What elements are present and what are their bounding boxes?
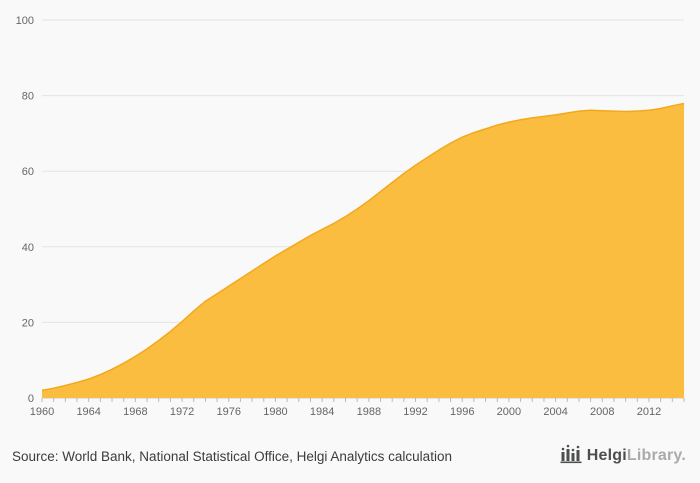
svg-text:2008: 2008	[590, 406, 614, 418]
svg-text:1972: 1972	[170, 406, 194, 418]
svg-text:1996: 1996	[450, 406, 474, 418]
logo-text-dot: .	[681, 447, 686, 464]
svg-text:20: 20	[22, 317, 34, 329]
helgi-library-logo[interactable]: HelgiLibrary.	[560, 444, 686, 469]
svg-text:2004: 2004	[543, 406, 567, 418]
svg-text:1988: 1988	[357, 406, 381, 418]
svg-text:1968: 1968	[123, 406, 147, 418]
source-text: Source: World Bank, National Statistical…	[12, 448, 452, 464]
svg-text:2000: 2000	[497, 406, 521, 418]
svg-text:1980: 1980	[263, 406, 287, 418]
area-chart: 0 20 40 60 80 100 1960 1964 1968 1972 1976 1980 1984…	[16, 15, 685, 418]
svg-text:1964: 1964	[76, 406, 100, 418]
svg-text:40: 40	[22, 242, 34, 254]
svg-text:60: 60	[22, 166, 34, 178]
logo-text-helgi: Helgi	[586, 447, 627, 464]
logo-text: HelgiLibrary.	[587, 447, 686, 465]
svg-text:0: 0	[28, 393, 34, 405]
footer: Source: World Bank, National Statistical…	[0, 432, 700, 478]
svg-text:2012: 2012	[637, 406, 661, 418]
logo-text-library: Library	[626, 447, 682, 464]
logo-bars-icon	[560, 444, 582, 469]
svg-text:1992: 1992	[403, 406, 427, 418]
svg-text:1960: 1960	[30, 406, 54, 418]
svg-text:1984: 1984	[310, 406, 334, 418]
svg-text:80: 80	[22, 91, 34, 103]
svg-text:100: 100	[16, 15, 34, 27]
chart-canvas: 0 20 40 60 80 100 1960 1964 1968 1972 1976 1980 1984…	[16, 15, 685, 418]
svg-text:1976: 1976	[217, 406, 241, 418]
